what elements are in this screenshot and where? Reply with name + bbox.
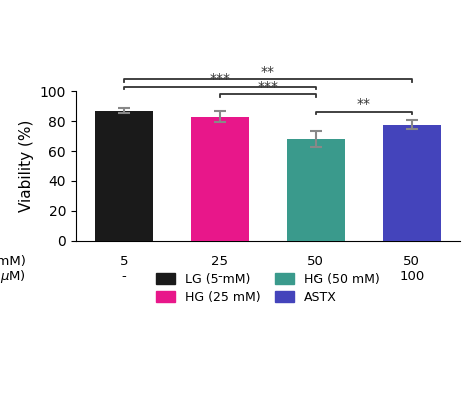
Text: -: - [121, 270, 126, 283]
Bar [383, 125, 440, 241]
Text: **: ** [357, 98, 371, 112]
Text: 50: 50 [307, 255, 324, 268]
Text: -: - [313, 270, 318, 283]
Legend: LG (5 mM), HG (25 mM), HG (50 mM), ASTX: LG (5 mM), HG (25 mM), HG (50 mM), ASTX [151, 268, 385, 309]
Text: 100: 100 [399, 270, 424, 283]
Text: ***: *** [210, 72, 230, 86]
Text: ASTX ($\mu$M): ASTX ($\mu$M) [0, 268, 26, 285]
Text: 50: 50 [403, 255, 420, 268]
Text: **: ** [261, 65, 275, 78]
Text: 5: 5 [119, 255, 128, 268]
Text: 25: 25 [211, 255, 228, 268]
Bar [191, 117, 248, 241]
Text: Glucose (mM): Glucose (mM) [0, 255, 26, 268]
Text: -: - [218, 270, 222, 283]
Bar [95, 111, 153, 241]
Bar [287, 139, 345, 241]
Y-axis label: Viability (%): Viability (%) [19, 120, 34, 212]
Text: ***: *** [257, 80, 278, 93]
